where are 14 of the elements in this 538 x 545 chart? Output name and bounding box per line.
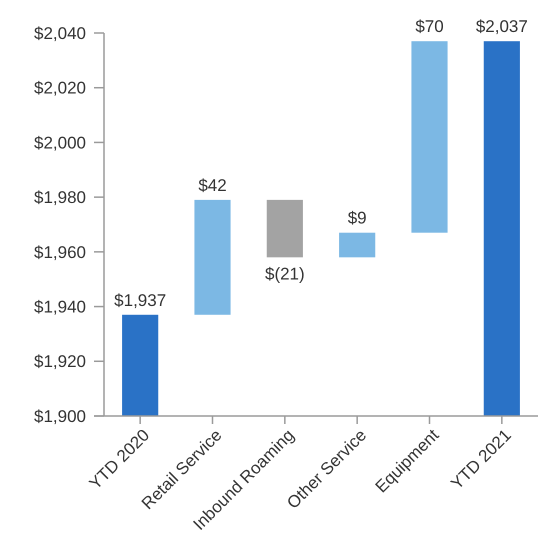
data-label: $(21) [264, 264, 305, 284]
data-label: $2,037 [476, 17, 528, 36]
y-tick-label: $2,000 [34, 133, 86, 152]
data-label: $9 [348, 208, 367, 228]
data-label: $70 [415, 17, 444, 36]
y-tick-label: $2,020 [34, 78, 86, 98]
y-tick-label: $1,920 [34, 352, 86, 372]
data-label: $42 [198, 176, 227, 195]
y-tick-label: $1,980 [34, 188, 86, 208]
y-tick-label: $1,940 [34, 298, 86, 317]
y-tick-label: $2,040 [34, 24, 86, 43]
data-label: $1,937 [114, 290, 166, 310]
y-tick-label: $1,900 [34, 406, 86, 426]
y-tick-label: $1,960 [34, 242, 86, 262]
